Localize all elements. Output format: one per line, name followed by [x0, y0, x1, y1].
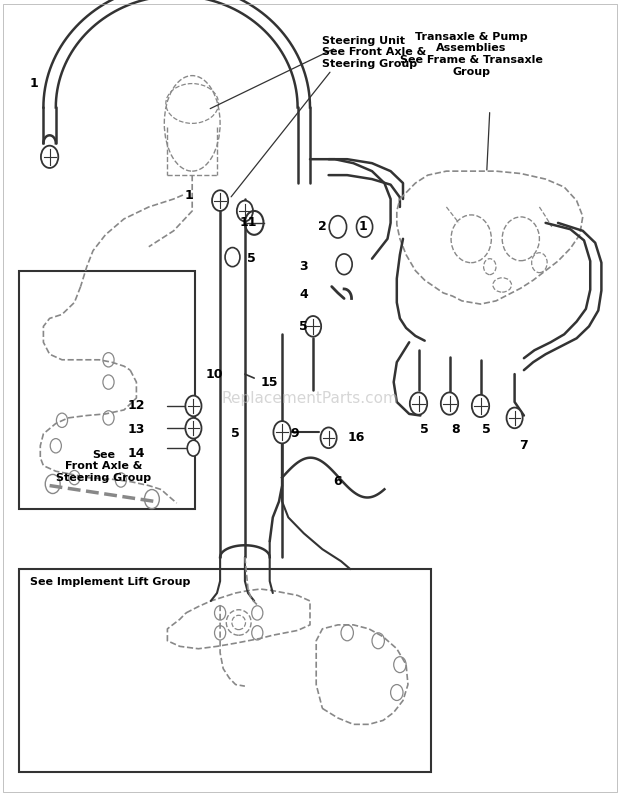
Text: Transaxle & Pump
Assemblies
See Frame & Transaxle
Group: Transaxle & Pump Assemblies See Frame & … — [400, 32, 542, 76]
Text: 13: 13 — [128, 423, 145, 436]
Text: 5: 5 — [299, 320, 308, 333]
Text: 8: 8 — [451, 423, 460, 436]
Circle shape — [356, 217, 373, 237]
Circle shape — [273, 421, 291, 443]
Text: 5: 5 — [420, 423, 429, 436]
Text: 4: 4 — [299, 288, 308, 301]
Text: 2: 2 — [318, 220, 327, 233]
Text: 1: 1 — [358, 220, 367, 233]
Text: 12: 12 — [128, 400, 145, 412]
Text: 3: 3 — [299, 260, 308, 273]
Text: 1: 1 — [30, 77, 38, 90]
Bar — [19, 569, 431, 772]
Circle shape — [410, 392, 427, 415]
Text: 6: 6 — [334, 475, 342, 488]
Text: Steering Unit
See Front Axle &
Steering Group: Steering Unit See Front Axle & Steering … — [322, 36, 427, 69]
Text: 9: 9 — [290, 427, 299, 440]
Text: See Implement Lift Group: See Implement Lift Group — [30, 577, 190, 587]
Text: 11: 11 — [239, 217, 257, 229]
Text: 7: 7 — [520, 439, 528, 452]
Text: 16: 16 — [348, 431, 365, 444]
Circle shape — [507, 408, 523, 428]
Circle shape — [225, 248, 240, 267]
Circle shape — [185, 418, 202, 439]
Text: 5: 5 — [231, 427, 240, 440]
Text: ReplacementParts.com: ReplacementParts.com — [221, 391, 399, 405]
Circle shape — [185, 396, 202, 416]
Text: 1: 1 — [185, 189, 193, 201]
Circle shape — [441, 392, 458, 415]
Circle shape — [329, 216, 347, 238]
Circle shape — [321, 427, 337, 448]
Text: 10: 10 — [205, 368, 223, 380]
Text: 14: 14 — [128, 447, 145, 460]
Circle shape — [237, 201, 253, 221]
Text: 5: 5 — [482, 423, 491, 436]
Text: 5: 5 — [247, 252, 255, 265]
Circle shape — [472, 395, 489, 417]
Text: See
Front Axle &
Steering Group: See Front Axle & Steering Group — [56, 450, 151, 483]
Circle shape — [212, 190, 228, 211]
Circle shape — [305, 316, 321, 337]
Text: 15: 15 — [261, 376, 278, 388]
Circle shape — [41, 146, 58, 168]
Bar — [19, 271, 195, 509]
Circle shape — [187, 440, 200, 456]
Circle shape — [336, 254, 352, 275]
